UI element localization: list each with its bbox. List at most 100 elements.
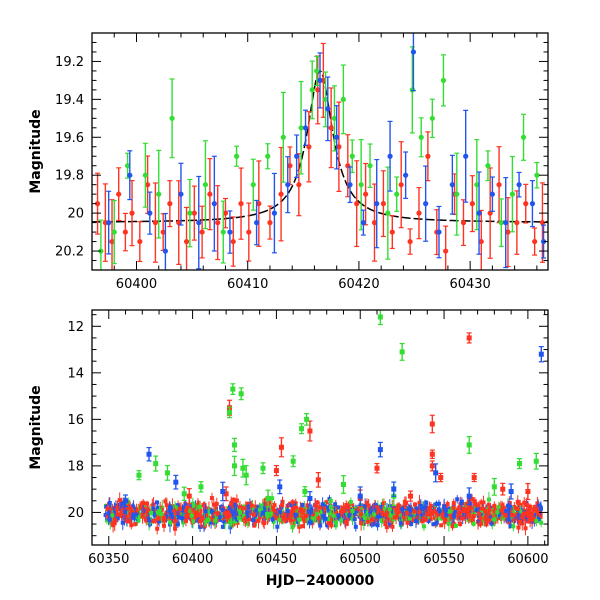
- baseline-point: [189, 510, 194, 521]
- data-point: [173, 474, 179, 490]
- data-point: [418, 117, 424, 158]
- baseline-point: [384, 521, 389, 533]
- data-point: [199, 205, 205, 259]
- baseline-point: [472, 497, 477, 506]
- x-tick-label: 60430: [449, 277, 490, 292]
- data-point: [387, 120, 393, 192]
- baseline-point: [277, 514, 282, 526]
- baseline-point: [445, 500, 450, 508]
- data-point: [304, 413, 310, 426]
- data-point: [367, 143, 373, 189]
- baseline-point: [173, 513, 178, 529]
- baseline-point: [383, 519, 388, 524]
- baseline-point: [479, 506, 484, 511]
- baseline-point: [180, 513, 185, 523]
- data-point: [169, 78, 175, 159]
- baseline-point: [387, 502, 392, 517]
- baseline-point: [520, 513, 525, 523]
- baseline-point: [185, 512, 190, 518]
- plot-frame: [91, 309, 549, 546]
- data-point: [538, 346, 544, 363]
- y-tick-label: 19.2: [55, 55, 84, 70]
- data-point: [325, 76, 331, 142]
- data-point: [340, 64, 346, 135]
- data-point: [407, 228, 413, 255]
- baseline-point: [209, 507, 214, 516]
- baseline-point: [202, 511, 207, 527]
- data-point: [466, 435, 472, 454]
- y-tick-label: 20: [67, 506, 84, 521]
- baseline-point: [380, 505, 385, 522]
- data-point: [299, 423, 305, 435]
- data-point: [345, 134, 351, 198]
- baseline-point: [293, 512, 298, 518]
- baseline-point: [155, 500, 160, 505]
- data-point: [478, 209, 484, 270]
- baseline-point: [511, 521, 516, 532]
- baseline-point: [177, 502, 182, 516]
- baseline-point: [368, 509, 373, 515]
- baseline-point: [508, 523, 513, 529]
- baseline-point: [155, 522, 160, 535]
- data-point: [198, 481, 204, 493]
- baseline-point: [180, 505, 185, 516]
- baseline-point: [170, 511, 175, 522]
- data-point: [196, 175, 202, 270]
- data-point: [129, 179, 135, 247]
- baseline-point: [231, 497, 236, 503]
- data-point: [474, 139, 480, 231]
- baseline-point: [323, 511, 328, 526]
- data-point: [360, 209, 366, 236]
- baseline-point: [269, 509, 274, 518]
- data-point: [116, 167, 122, 222]
- baseline-point: [193, 506, 198, 520]
- data-point: [429, 460, 435, 472]
- baseline-point: [451, 503, 456, 512]
- data-point: [416, 186, 422, 240]
- baseline-point: [300, 515, 305, 522]
- baseline-point: [516, 511, 521, 520]
- baseline-point: [320, 497, 325, 512]
- baseline-point: [417, 506, 422, 518]
- baseline-point: [396, 506, 401, 517]
- data-point: [186, 488, 192, 505]
- baseline-point: [203, 504, 208, 519]
- baseline-point: [111, 517, 116, 533]
- baseline-point: [434, 519, 439, 527]
- baseline-point: [515, 506, 520, 512]
- baseline-point: [428, 517, 433, 522]
- data-point: [449, 154, 455, 215]
- baseline-point: [214, 497, 219, 511]
- baseline-point: [297, 512, 302, 527]
- data-point: [285, 156, 291, 214]
- baseline-point: [459, 499, 464, 507]
- data-point: [466, 487, 472, 505]
- data-point: [529, 180, 536, 228]
- baseline-point: [504, 508, 509, 513]
- data-point: [298, 80, 304, 175]
- y-tick-label: 19.8: [55, 169, 84, 184]
- data-point: [296, 153, 302, 217]
- x-tick-label: 60350: [88, 552, 129, 567]
- baseline-point: [527, 503, 532, 510]
- baseline-point: [405, 517, 410, 529]
- data-point: [306, 111, 312, 183]
- data-point: [403, 151, 409, 199]
- x-tick-label: 60400: [116, 277, 157, 292]
- data-point: [500, 482, 506, 496]
- baseline-point: [140, 509, 145, 524]
- baseline-point: [107, 497, 112, 509]
- baseline-point: [133, 508, 138, 520]
- data-point: [336, 101, 342, 192]
- baseline-point: [325, 516, 330, 522]
- baseline-point: [145, 500, 150, 507]
- data-point: [532, 227, 538, 256]
- baseline-point: [506, 504, 511, 513]
- baseline-point: [307, 516, 312, 529]
- data-point: [394, 176, 400, 212]
- data-point: [183, 206, 190, 270]
- baseline-point: [213, 513, 218, 528]
- baseline-point: [366, 499, 371, 513]
- baseline-point: [176, 510, 181, 525]
- baseline-point: [187, 507, 192, 514]
